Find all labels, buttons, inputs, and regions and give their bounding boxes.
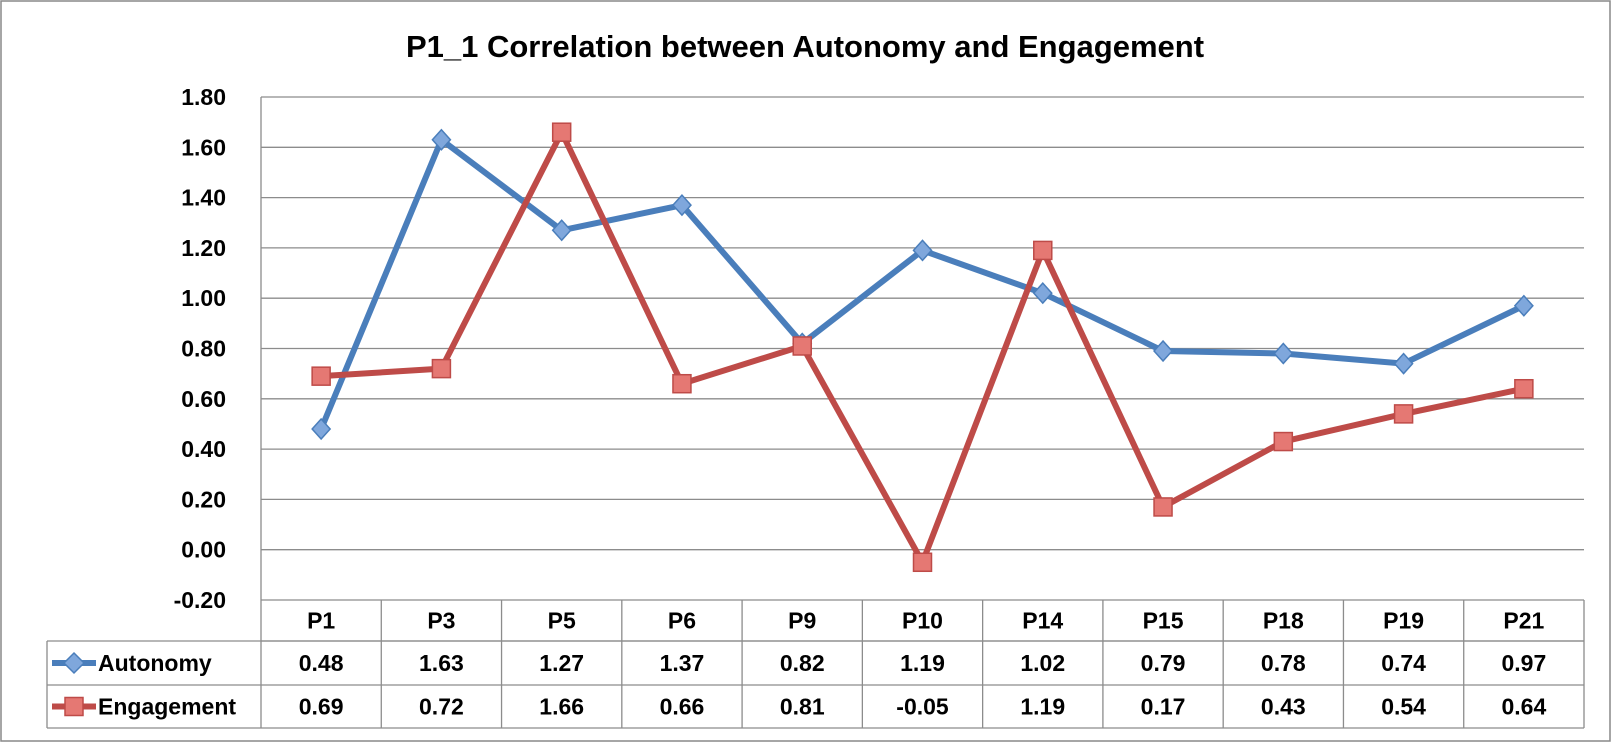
data-label: -0.05 bbox=[896, 694, 949, 720]
data-label: 0.78 bbox=[1261, 650, 1306, 676]
data-point bbox=[1393, 352, 1414, 375]
x-tick-label: P5 bbox=[548, 608, 576, 634]
data-point bbox=[551, 219, 572, 242]
data-table: P1 P3 P5 P6 P9 P10 P14 P15 P18 P19 P21 Autonomy 0.48… bbox=[46, 600, 1585, 729]
y-tick-label: 0.20 bbox=[181, 486, 226, 512]
x-tick-label: P18 bbox=[1263, 608, 1304, 634]
data-label: 0.81 bbox=[780, 694, 825, 720]
data-point bbox=[551, 122, 572, 142]
y-tick-label: -0.20 bbox=[174, 587, 226, 613]
data-label: 0.48 bbox=[299, 650, 344, 676]
data-point bbox=[1153, 339, 1174, 363]
data-point bbox=[1393, 404, 1414, 424]
data-point bbox=[1033, 240, 1053, 261]
y-tick-label: 1.20 bbox=[181, 235, 226, 261]
data-point bbox=[792, 336, 812, 356]
data-label: 0.74 bbox=[1381, 650, 1426, 676]
data-point bbox=[912, 552, 933, 573]
x-tick-label: P14 bbox=[1022, 608, 1063, 634]
data-point bbox=[311, 417, 332, 441]
data-label: 0.17 bbox=[1141, 694, 1186, 720]
x-tick-label: P6 bbox=[668, 608, 696, 634]
chart-title: P1_1 Correlation between Autonomy and En… bbox=[406, 29, 1204, 64]
data-label: 1.19 bbox=[1020, 694, 1065, 720]
data-label: 1.27 bbox=[539, 650, 584, 676]
y-axis-ticks: -0.20 0.00 0.20 0.40 0.60 0.80 1.00 1.20 1.40 1.6… bbox=[174, 84, 226, 613]
data-label: 1.19 bbox=[900, 650, 945, 676]
data-point bbox=[671, 194, 692, 217]
data-label: 1.66 bbox=[539, 694, 584, 720]
data-label: 0.66 bbox=[660, 694, 705, 720]
y-tick-label: 0.80 bbox=[181, 336, 226, 362]
data-point bbox=[431, 358, 452, 379]
x-tick-label: P19 bbox=[1383, 608, 1424, 634]
data-label: 0.82 bbox=[780, 650, 825, 676]
data-point bbox=[1514, 378, 1534, 399]
data-label: 0.54 bbox=[1381, 694, 1426, 720]
data-point bbox=[1513, 294, 1534, 317]
legend-label: Engagement bbox=[98, 694, 236, 720]
y-tick-label: 0.40 bbox=[181, 436, 226, 462]
y-tick-label: 0.00 bbox=[181, 537, 226, 563]
y-tick-label: 1.60 bbox=[181, 134, 226, 160]
data-label: 1.63 bbox=[419, 650, 464, 676]
x-tick-label: P9 bbox=[788, 608, 816, 634]
grid-lines bbox=[260, 96, 1584, 728]
y-tick-label: 1.80 bbox=[181, 84, 226, 110]
x-tick-label: P3 bbox=[427, 608, 455, 634]
x-tick-label: P1 bbox=[307, 608, 335, 634]
data-label: 0.97 bbox=[1501, 650, 1546, 676]
data-label: 0.72 bbox=[419, 694, 464, 720]
data-point bbox=[1153, 497, 1173, 517]
x-tick-label: P10 bbox=[902, 608, 943, 634]
data-label: 0.79 bbox=[1141, 650, 1186, 676]
data-label: 1.37 bbox=[660, 650, 705, 676]
x-tick-label: P21 bbox=[1503, 608, 1544, 634]
data-point bbox=[311, 366, 331, 386]
data-point bbox=[1273, 342, 1294, 365]
data-point bbox=[1273, 431, 1294, 452]
data-label: 0.64 bbox=[1501, 694, 1546, 720]
data-point bbox=[431, 128, 452, 151]
y-tick-label: 1.40 bbox=[181, 185, 226, 211]
y-tick-label: 0.60 bbox=[181, 386, 226, 412]
x-tick-label: P15 bbox=[1143, 608, 1184, 634]
data-point bbox=[1032, 282, 1053, 305]
data-point bbox=[672, 373, 692, 394]
legend-label: Autonomy bbox=[98, 650, 212, 676]
data-point bbox=[912, 239, 933, 262]
data-label: 0.69 bbox=[299, 694, 344, 720]
y-tick-label: 1.00 bbox=[181, 285, 226, 311]
data-label: 0.43 bbox=[1261, 694, 1306, 720]
data-label: 1.02 bbox=[1020, 650, 1065, 676]
series-lines bbox=[311, 122, 1534, 573]
legend-marker bbox=[64, 696, 84, 717]
legend-marker bbox=[62, 651, 86, 675]
